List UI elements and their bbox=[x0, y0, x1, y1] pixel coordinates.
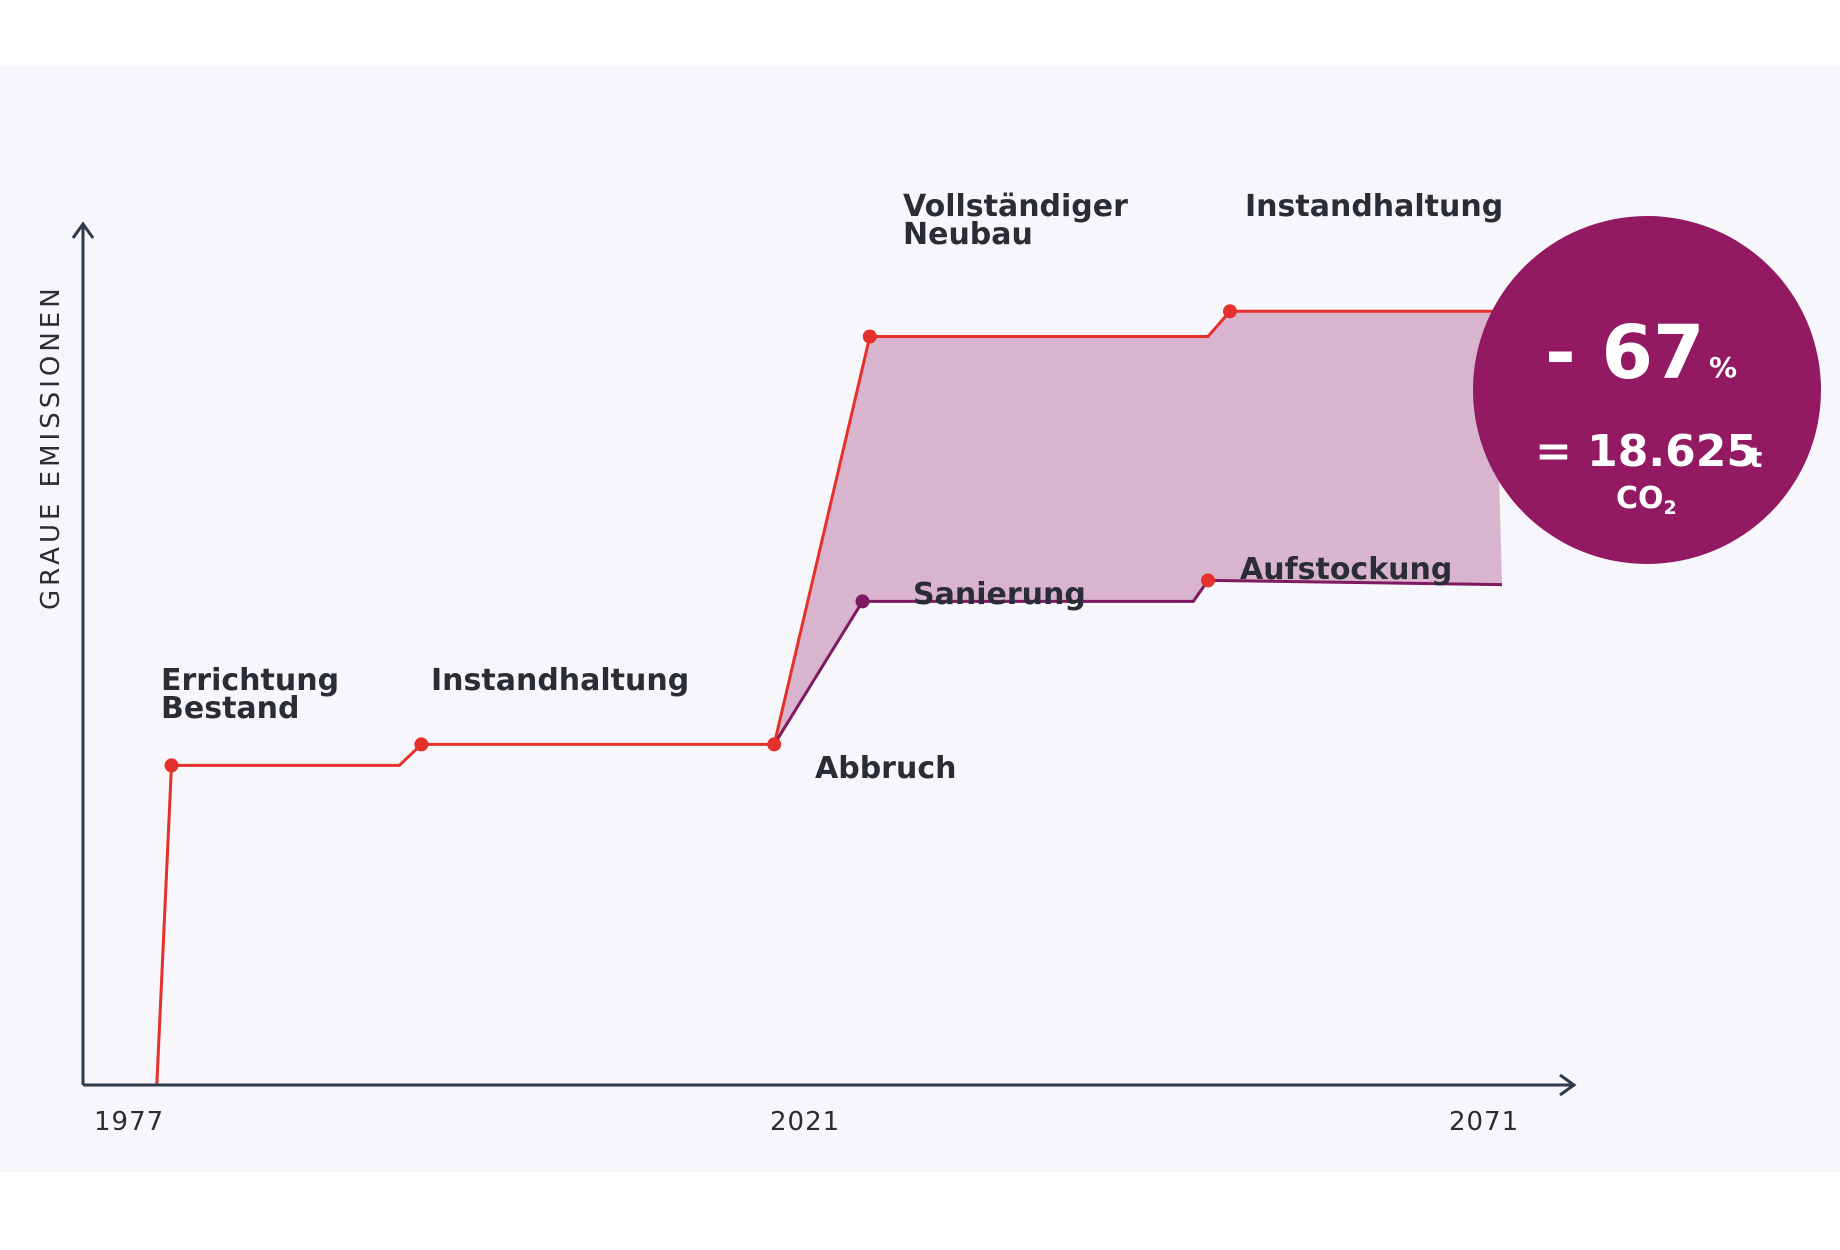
aufstockung-point bbox=[1201, 573, 1215, 588]
annotation-errichtung-line2: Bestand bbox=[161, 691, 300, 726]
neubau-point bbox=[862, 329, 877, 344]
x-axis bbox=[83, 1073, 1577, 1097]
badge-co2: CO2 bbox=[1616, 481, 1677, 519]
annotation-neubau-line2: Neubau bbox=[903, 217, 1033, 252]
savings-badge: - 67 % = 18.625 t CO2 bbox=[1473, 216, 1821, 564]
badge-amount: = 18.625 bbox=[1535, 426, 1757, 477]
x-tick-label: 1977 bbox=[94, 1107, 164, 1137]
badge-co2-main: CO bbox=[1616, 481, 1664, 516]
chart-background bbox=[0, 66, 1840, 1172]
y-axis-label: GRAUE EMISSIONEN bbox=[36, 284, 66, 610]
sanierung-point bbox=[855, 594, 870, 609]
y-axis bbox=[71, 221, 95, 1085]
instandhaltung-2-point bbox=[1223, 304, 1237, 319]
annotation-abbruch: Abbruch bbox=[815, 751, 956, 786]
badge-co2-subscript: 2 bbox=[1664, 497, 1677, 519]
annotation-errichtung-line1: Errichtung bbox=[161, 663, 339, 698]
annotation-instandhaltung-1: Instandhaltung bbox=[431, 663, 689, 698]
errichtung-point bbox=[164, 758, 179, 773]
badge-reduction-unit: % bbox=[1709, 351, 1737, 384]
data-points bbox=[164, 304, 1237, 773]
savings-area bbox=[774, 311, 1502, 745]
x-tick-label: 2021 bbox=[770, 1107, 840, 1137]
annotation-instandhaltung-2: Instandhaltung bbox=[1245, 189, 1503, 224]
annotation-aufstockung: Aufstockung bbox=[1240, 552, 1452, 587]
abbruch-point bbox=[767, 737, 782, 752]
annotation-sanierung: Sanierung bbox=[913, 577, 1086, 612]
badge-circle bbox=[1473, 216, 1821, 564]
annotation-neubau-line1: Vollständiger bbox=[903, 189, 1128, 224]
instandhaltung-1-point bbox=[414, 737, 429, 752]
badge-reduction: - 67 bbox=[1545, 310, 1704, 396]
badge-amount-unit: t bbox=[1749, 441, 1762, 474]
sanierung-series-line bbox=[772, 578, 1503, 746]
x-tick-label: 2071 bbox=[1449, 1107, 1519, 1137]
